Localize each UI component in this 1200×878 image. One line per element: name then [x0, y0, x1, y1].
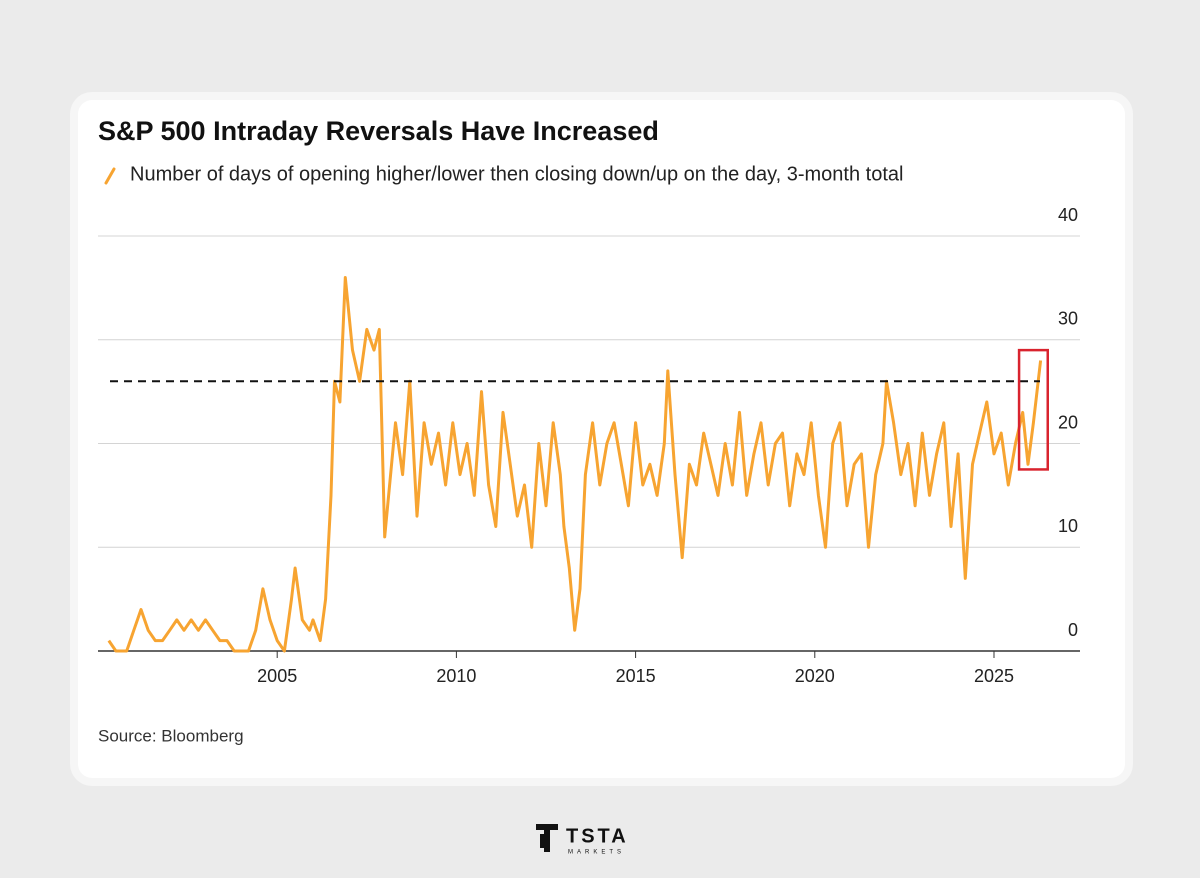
- x-tick-label: 2005: [257, 666, 297, 686]
- brand-tagline: MARKETS: [568, 850, 625, 856]
- source: Source: Bloomberg: [98, 726, 244, 745]
- brand: TSTA MARKETS: [0, 818, 1200, 863]
- y-tick-label: 0: [1068, 620, 1078, 640]
- x-tick-label: 2010: [436, 666, 476, 686]
- card: [78, 100, 1125, 778]
- x-tick-label: 2025: [974, 666, 1014, 686]
- x-tick-label: 2015: [616, 666, 656, 686]
- legend-label: Number of days of opening higher/lower t…: [130, 163, 903, 185]
- logo-icon: [536, 824, 558, 852]
- brand-logo: TSTA MARKETS: [536, 824, 629, 856]
- highlight-box: [1017, 348, 1049, 471]
- series-line: [107, 276, 1043, 653]
- chart-title: S&P 500 Intraday Reversals Have Increase…: [98, 116, 659, 146]
- y-tick-label: 10: [1058, 516, 1078, 536]
- legend-swatch: [104, 167, 116, 185]
- y-tick-label: 20: [1058, 412, 1078, 432]
- x-tick-label: 2020: [795, 666, 835, 686]
- brand-name: TSTA: [566, 825, 629, 847]
- y-tick-label: 30: [1058, 309, 1078, 329]
- y-tick-label: 40: [1058, 205, 1078, 225]
